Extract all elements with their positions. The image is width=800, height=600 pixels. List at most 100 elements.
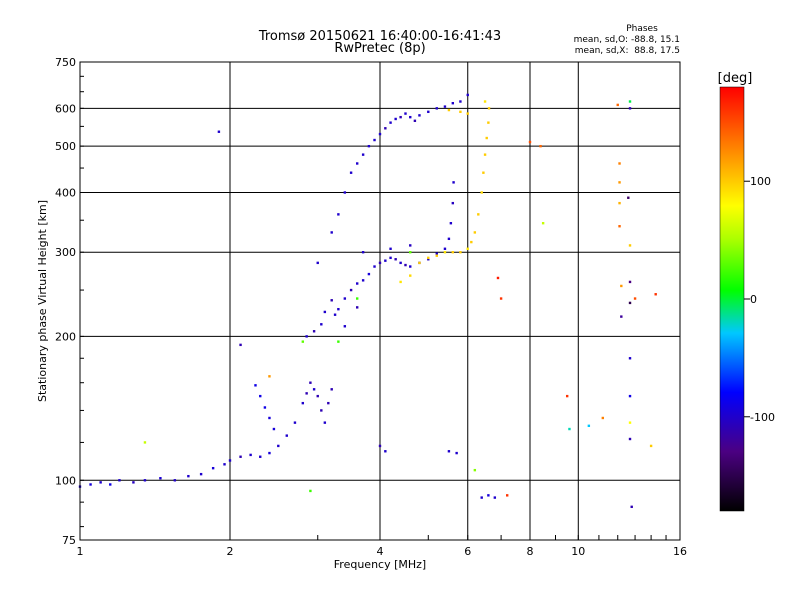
echo-point (249, 453, 252, 457)
echo-point (343, 191, 347, 194)
y-tick-label: 300 (55, 246, 76, 259)
echo-point (394, 258, 397, 261)
chart-subtitle: RwPretec (8p) (334, 41, 425, 56)
echo-point (399, 115, 402, 119)
echo-point (337, 307, 340, 311)
echo-point (268, 375, 271, 378)
echo-point (355, 282, 359, 285)
echo-point (143, 479, 147, 482)
echo-point (499, 297, 503, 300)
echo-point (628, 357, 632, 360)
echo-point (217, 130, 221, 133)
echo-point (272, 427, 276, 431)
echo-point (409, 115, 412, 119)
echo-point (349, 171, 353, 174)
echo-point (451, 251, 455, 254)
echo-point (628, 421, 632, 424)
echo-point (378, 444, 382, 448)
echo-point (628, 100, 632, 103)
echo-point (618, 225, 621, 228)
y-axis-label: Stationary phase Virtual Height [km] (36, 200, 49, 402)
echo-point (343, 325, 347, 328)
echo-point (418, 261, 421, 265)
echo-point (565, 394, 569, 398)
x-tick-label: 10 (571, 545, 585, 558)
echo-point (305, 392, 308, 395)
echo-point (389, 256, 392, 260)
x-tick-label: 8 (527, 545, 534, 558)
echo-point (337, 340, 340, 343)
echo-point (384, 127, 387, 130)
phases-title: Phases (626, 24, 658, 34)
echo-point (373, 138, 376, 142)
echo-point (389, 121, 392, 124)
echo-point (487, 494, 490, 497)
echo-point (493, 496, 497, 499)
echo-point (259, 394, 262, 398)
y-tick-label: 100 (55, 474, 76, 487)
echo-point (459, 110, 462, 114)
echo-point (337, 213, 340, 216)
echo-point (99, 481, 102, 484)
echo-point (618, 181, 621, 184)
echo-point (361, 251, 365, 254)
echo-point (466, 247, 469, 250)
echo-point (459, 251, 462, 254)
echo-point (630, 505, 633, 509)
echo-point (447, 108, 451, 112)
echo-point (427, 110, 430, 114)
echo-point (268, 416, 271, 420)
echo-point (628, 107, 632, 110)
echo-point (259, 455, 262, 458)
echo-point (485, 136, 488, 140)
echo-point (649, 444, 653, 448)
echo-point (285, 434, 288, 437)
echo-point (487, 121, 490, 124)
echo-point (443, 247, 447, 250)
echo-point (349, 288, 353, 292)
y-tick-label: 500 (55, 140, 76, 153)
echo-point (143, 441, 147, 444)
x-tick-label: 4 (377, 545, 384, 558)
chart-title: Tromsø 20150621 16:40:00-16:41:43 (258, 29, 501, 44)
echo-point (487, 107, 491, 110)
echo-point (435, 107, 438, 110)
echo-point (620, 315, 623, 318)
echo-point (223, 463, 226, 466)
x-axis-label: Frequency [MHz] (334, 558, 426, 571)
echo-point (323, 310, 327, 314)
echo-point (628, 394, 632, 398)
echo-point (466, 93, 469, 97)
echo-point (312, 388, 316, 391)
echo-point (409, 244, 412, 247)
colorbar-tick-label: 0 (750, 293, 757, 306)
echo-point (628, 301, 632, 305)
echo-point (455, 451, 458, 455)
echo-point (309, 489, 312, 493)
echo-point (443, 251, 447, 254)
echo-point (568, 427, 571, 431)
echo-point (355, 297, 359, 300)
echo-point (378, 132, 382, 136)
echo-point (389, 247, 392, 250)
echo-point (301, 401, 305, 405)
echo-point (361, 279, 365, 282)
echo-point (312, 330, 316, 333)
echo-point (355, 306, 359, 309)
echo-point (187, 474, 190, 478)
echo-point (505, 494, 509, 497)
echo-point (330, 388, 333, 391)
echo-point (373, 265, 376, 268)
x-tick-label: 2 (227, 545, 234, 558)
echo-point (496, 276, 500, 280)
echo-point (109, 483, 112, 486)
phases-o-line: mean, sd,O: -88.8, 15.1 (574, 35, 680, 45)
echo-point (384, 450, 387, 453)
echo-point (601, 416, 605, 420)
x-axis: 1 2 4 6 8 10 16 (77, 535, 687, 558)
y-tick-label: 400 (55, 186, 76, 199)
colorbar-ticks: 100 0 -100 (744, 175, 775, 424)
echo-point (333, 313, 337, 316)
echo-point (367, 272, 371, 276)
echo-point (628, 437, 632, 441)
